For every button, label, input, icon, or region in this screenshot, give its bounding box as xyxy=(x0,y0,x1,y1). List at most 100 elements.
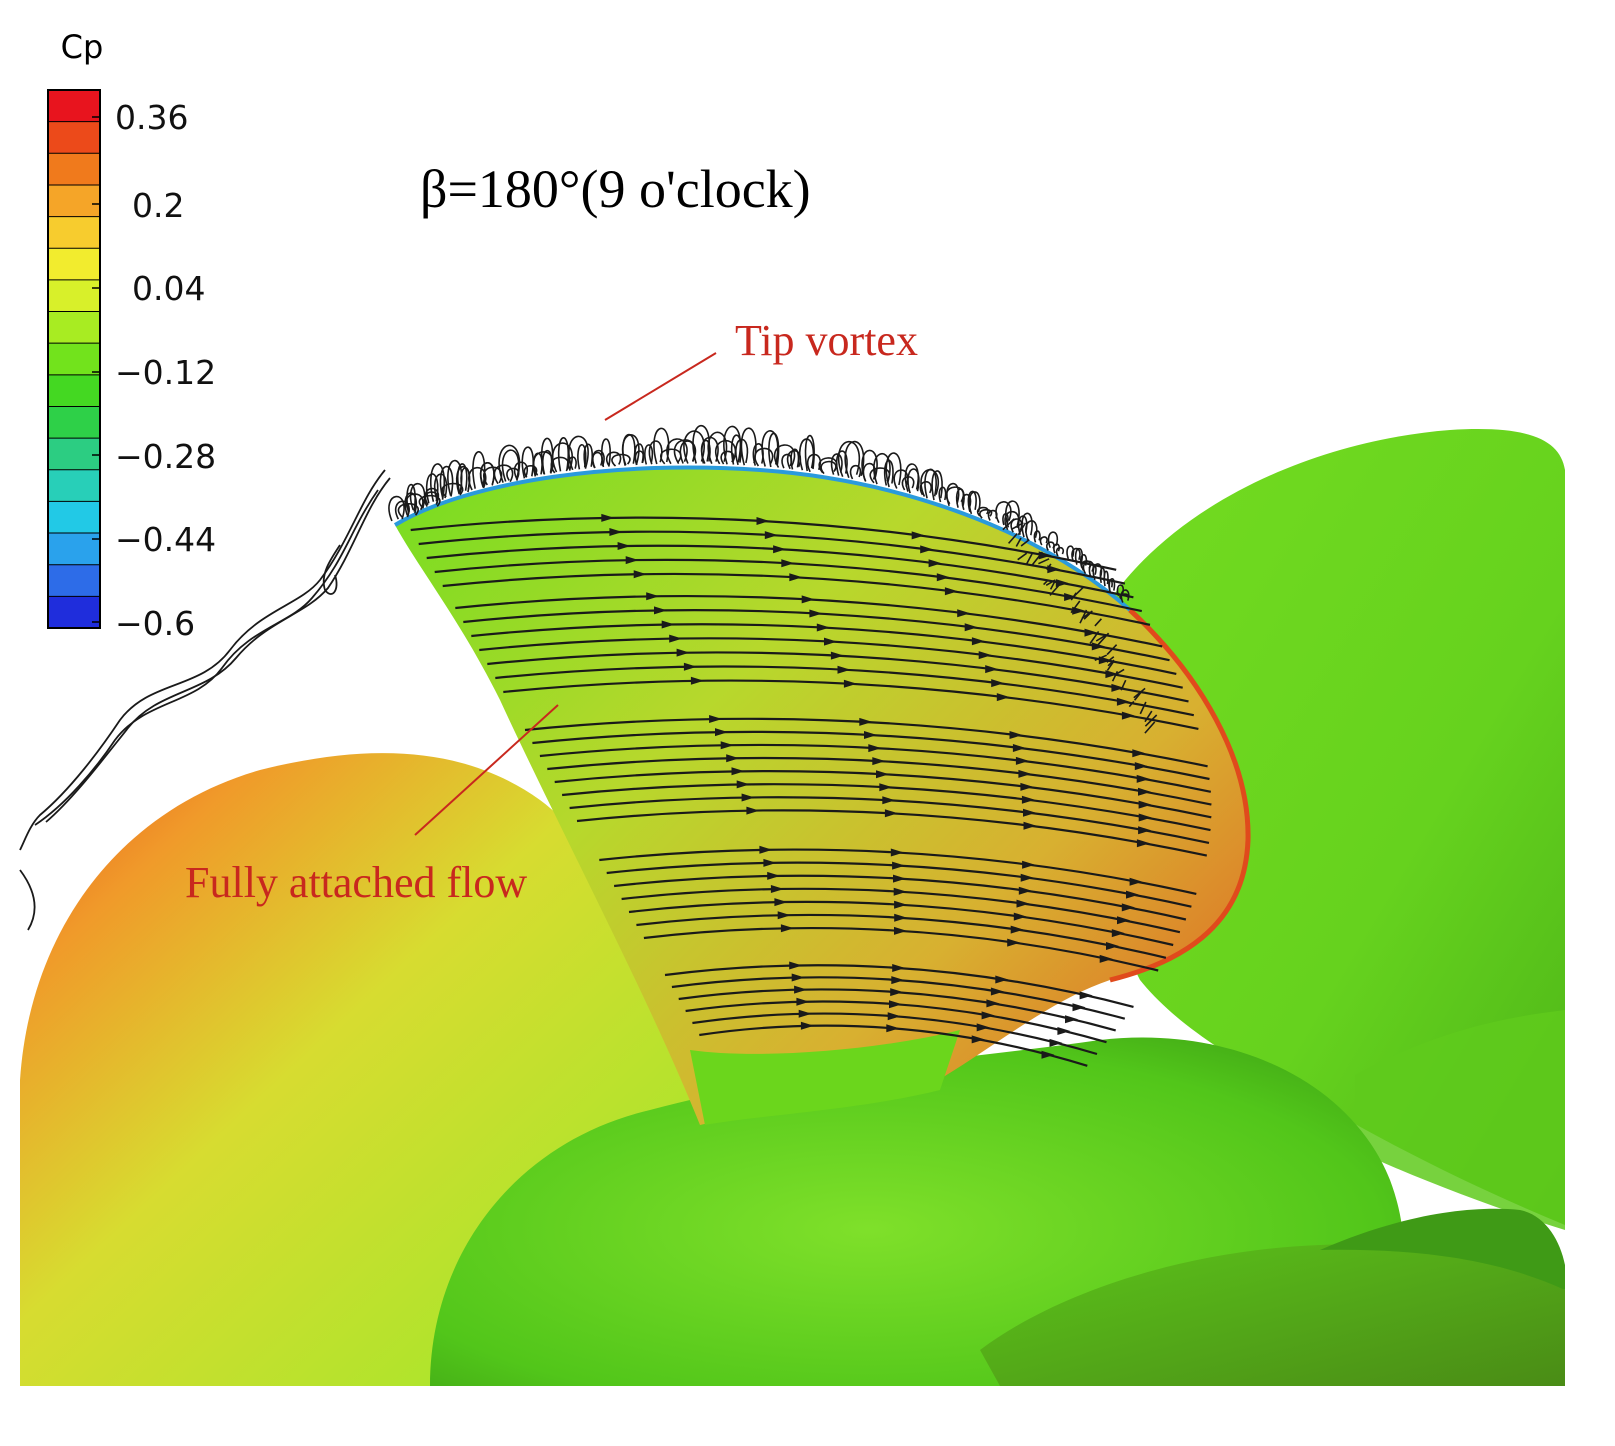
tip-vortex-loop xyxy=(1103,570,1109,587)
tip-vortex-loop xyxy=(835,450,848,476)
streamline-arrow xyxy=(1072,606,1086,615)
tip-vortex-loop xyxy=(457,463,468,493)
tip-vortex-loop xyxy=(885,452,902,488)
streamline-arrow xyxy=(1091,642,1105,651)
tip-vortex-loop xyxy=(883,459,894,486)
streamline-arrow xyxy=(864,731,877,739)
colorbar-band xyxy=(48,184,100,218)
tip-vortex-loop xyxy=(692,424,710,464)
colorbar-band xyxy=(48,153,100,186)
streamline-arrow xyxy=(1121,711,1135,720)
streamline-arrow xyxy=(683,662,697,671)
streamline-arrow xyxy=(1106,942,1119,950)
colorbar-title: Cp xyxy=(61,28,104,66)
streamline-arrow xyxy=(889,1000,902,1009)
tip-vortex-filament xyxy=(1079,609,1088,624)
tip-vortex-loop xyxy=(513,461,529,480)
surface-streamlines xyxy=(410,513,1212,1067)
streamline-arrow xyxy=(789,573,803,582)
colorbar-tick-label: −0.44 xyxy=(115,520,216,559)
streamline-arrow xyxy=(1105,670,1119,679)
streamline-arrow xyxy=(995,975,1009,984)
tip-vortex-loop xyxy=(707,431,728,464)
colorbar-tick-label: −0.6 xyxy=(115,604,195,643)
streamline-arrow xyxy=(1018,886,1032,895)
streamline-arrow xyxy=(985,665,999,674)
streamline-arrow xyxy=(800,1021,814,1030)
tip-vortex-filament xyxy=(1025,552,1034,565)
colorbar-band xyxy=(48,248,100,281)
tip-vortex-loop xyxy=(1066,545,1075,560)
streamline-arrow xyxy=(944,587,958,596)
streamline-arrow xyxy=(886,1024,900,1033)
streamline-arrow xyxy=(971,1035,985,1044)
streamline-arrow xyxy=(1132,749,1146,758)
streamline-arrow xyxy=(1064,593,1078,601)
tip-vortex-loop xyxy=(532,451,554,476)
colorbar-tick-label: 0.2 xyxy=(132,186,184,225)
streamline-arrow xyxy=(816,623,830,632)
streamline-arrow xyxy=(1136,774,1150,783)
tip-vortex-loop xyxy=(644,444,654,465)
streamline-arrow xyxy=(715,728,728,737)
streamline-arrow xyxy=(1136,839,1150,848)
tip-vortex-filament xyxy=(1015,537,1022,547)
streamline-arrow xyxy=(1018,769,1032,778)
streamline-arrow xyxy=(1072,1003,1086,1012)
streamline-arrow xyxy=(1041,1050,1055,1059)
streamline-arrow xyxy=(920,545,934,554)
main-blade xyxy=(395,467,1249,1126)
streamline-arrow xyxy=(893,887,907,896)
streamline-arrow xyxy=(1117,916,1130,925)
tip-vortex-loop xyxy=(790,448,800,470)
streamline-arrow xyxy=(928,559,942,568)
streamline-arrow xyxy=(676,648,690,657)
streamline-arrow xyxy=(767,871,781,880)
colorbar-ticks xyxy=(92,116,100,623)
tip-vortex-filament xyxy=(1070,592,1077,601)
streamline-arrow xyxy=(780,924,794,933)
streamline-arrow xyxy=(892,861,906,870)
tip-vortex-loop xyxy=(976,506,989,517)
streamline-arrow xyxy=(1047,565,1061,574)
tip-vortex-loop xyxy=(946,482,960,507)
lower-right-blade-edge xyxy=(1320,1208,1565,1290)
tip-vortex-loop xyxy=(904,463,919,492)
figure-title: β=180°(9 o'clock) xyxy=(420,159,811,219)
streamline-arrow xyxy=(892,964,906,972)
tip-vortex-filament xyxy=(1144,710,1153,723)
streamline-arrow xyxy=(756,517,770,525)
streamline-arrow xyxy=(709,715,723,723)
tip-vortex-loop xyxy=(601,438,611,468)
tip-vortex-loop xyxy=(557,437,569,472)
streamline-arrow xyxy=(911,531,925,540)
tip-vortex-loop xyxy=(501,449,520,482)
streamline-arrow xyxy=(936,573,950,582)
tip-vortex-filament xyxy=(1111,670,1119,682)
streamline-arrow xyxy=(731,767,745,776)
tip-vortex-loop xyxy=(873,453,891,485)
streamline-arrow xyxy=(1065,1015,1078,1024)
streamline-arrow xyxy=(990,987,1004,996)
streamline-arrow xyxy=(809,609,823,618)
streamline-arrow xyxy=(625,556,639,565)
tip-vortex-loop xyxy=(480,462,495,487)
streamline-arrow xyxy=(971,637,985,646)
tip-vortex-loop xyxy=(1039,536,1048,546)
colorbar-band xyxy=(48,564,100,597)
tip-vortex-loop xyxy=(773,444,796,468)
streamline-arrow xyxy=(1116,697,1130,706)
tip-vortex-filament xyxy=(1106,644,1118,656)
streamline-arrow xyxy=(890,988,904,997)
tip-vortex-filament xyxy=(1046,563,1052,571)
colorbar-band xyxy=(48,596,100,629)
streamline-arrow xyxy=(781,559,795,568)
streamline-arrow xyxy=(1013,912,1027,921)
streamline-arrow xyxy=(1129,877,1143,886)
tip-vortex-loop xyxy=(761,430,779,467)
streamline-arrow xyxy=(1010,925,1024,934)
main-blade-root xyxy=(690,1030,960,1125)
tip-vortex-loop xyxy=(820,460,837,475)
tip-vortex-filament xyxy=(1133,687,1146,699)
attached-flow-leader-line xyxy=(414,704,559,836)
